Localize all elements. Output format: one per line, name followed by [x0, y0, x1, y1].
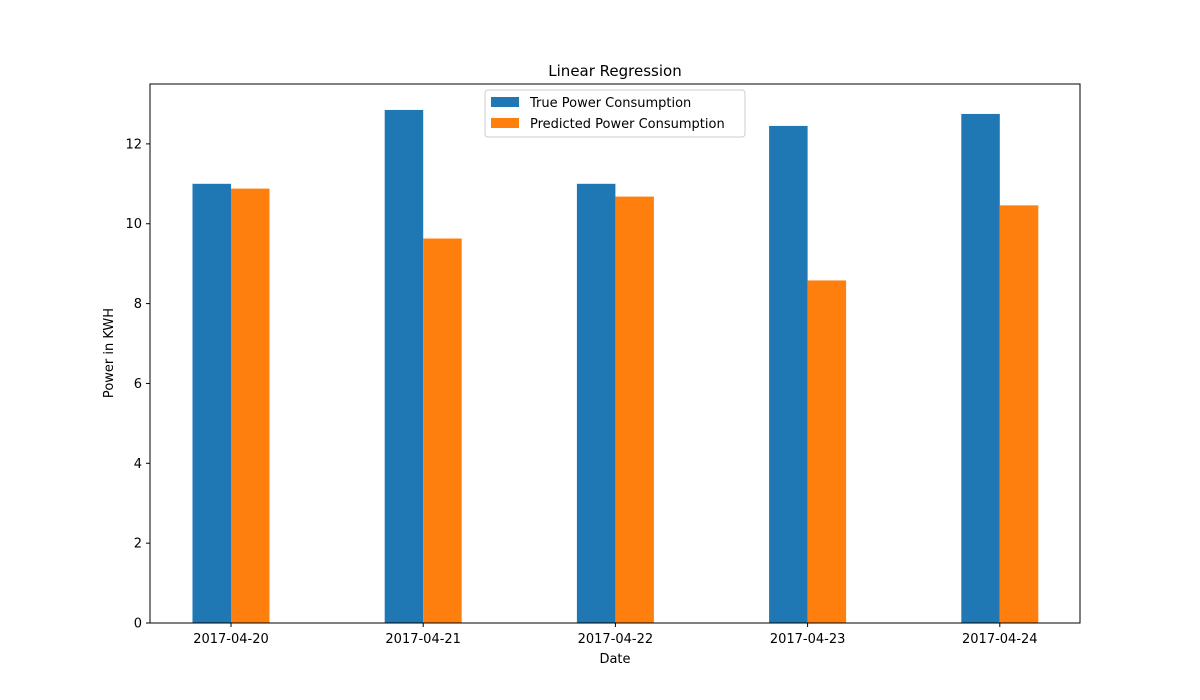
bar-true-2017-04-24 — [961, 113, 1000, 623]
y-tick-label: 8 — [134, 297, 142, 312]
x-tick-label: 2017-04-22 — [578, 632, 654, 647]
chart-title: Linear Regression — [548, 62, 681, 80]
bar-predicted-2017-04-21 — [423, 238, 462, 623]
y-tick-label: 10 — [125, 217, 142, 232]
legend: True Power Consumption Predicted Power Co… — [484, 89, 746, 138]
bar-true-2017-04-23 — [769, 125, 808, 624]
y-axis-label: Power in KWH — [102, 308, 117, 398]
bars-layer — [192, 109, 1039, 624]
bar-true-2017-04-22 — [576, 183, 616, 623]
x-tick-label: 2017-04-21 — [385, 632, 461, 647]
x-tick-label: 2017-04-23 — [770, 632, 846, 647]
bar-predicted-2017-04-23 — [807, 280, 847, 623]
y-axis: 0 2 4 6 8 10 12 — [125, 137, 150, 632]
legend-swatch — [491, 97, 519, 107]
x-tick-label: 2017-04-20 — [193, 632, 269, 647]
x-tick-label: 2017-04-24 — [962, 632, 1038, 647]
y-tick-label: 12 — [125, 137, 142, 152]
bar-predicted-2017-04-24 — [999, 205, 1039, 623]
legend-swatch — [491, 118, 519, 128]
y-tick-label: 6 — [134, 377, 142, 392]
bar-true-2017-04-21 — [384, 109, 424, 623]
x-axis-label: Date — [599, 652, 630, 667]
legend-label: True Power Consumption — [529, 96, 691, 111]
y-tick-label: 2 — [134, 537, 142, 552]
legend-label: Predicted Power Consumption — [530, 117, 725, 132]
y-tick-label: 4 — [134, 457, 142, 472]
x-axis: 2017-04-20 2017-04-21 2017-04-22 2017-04-23… — [193, 623, 1038, 647]
y-tick-label: 0 — [134, 617, 142, 632]
bar-predicted-2017-04-20 — [231, 188, 270, 624]
legend-box — [484, 89, 746, 138]
bar-true-2017-04-20 — [192, 183, 231, 623]
bar-predicted-2017-04-22 — [615, 196, 654, 623]
